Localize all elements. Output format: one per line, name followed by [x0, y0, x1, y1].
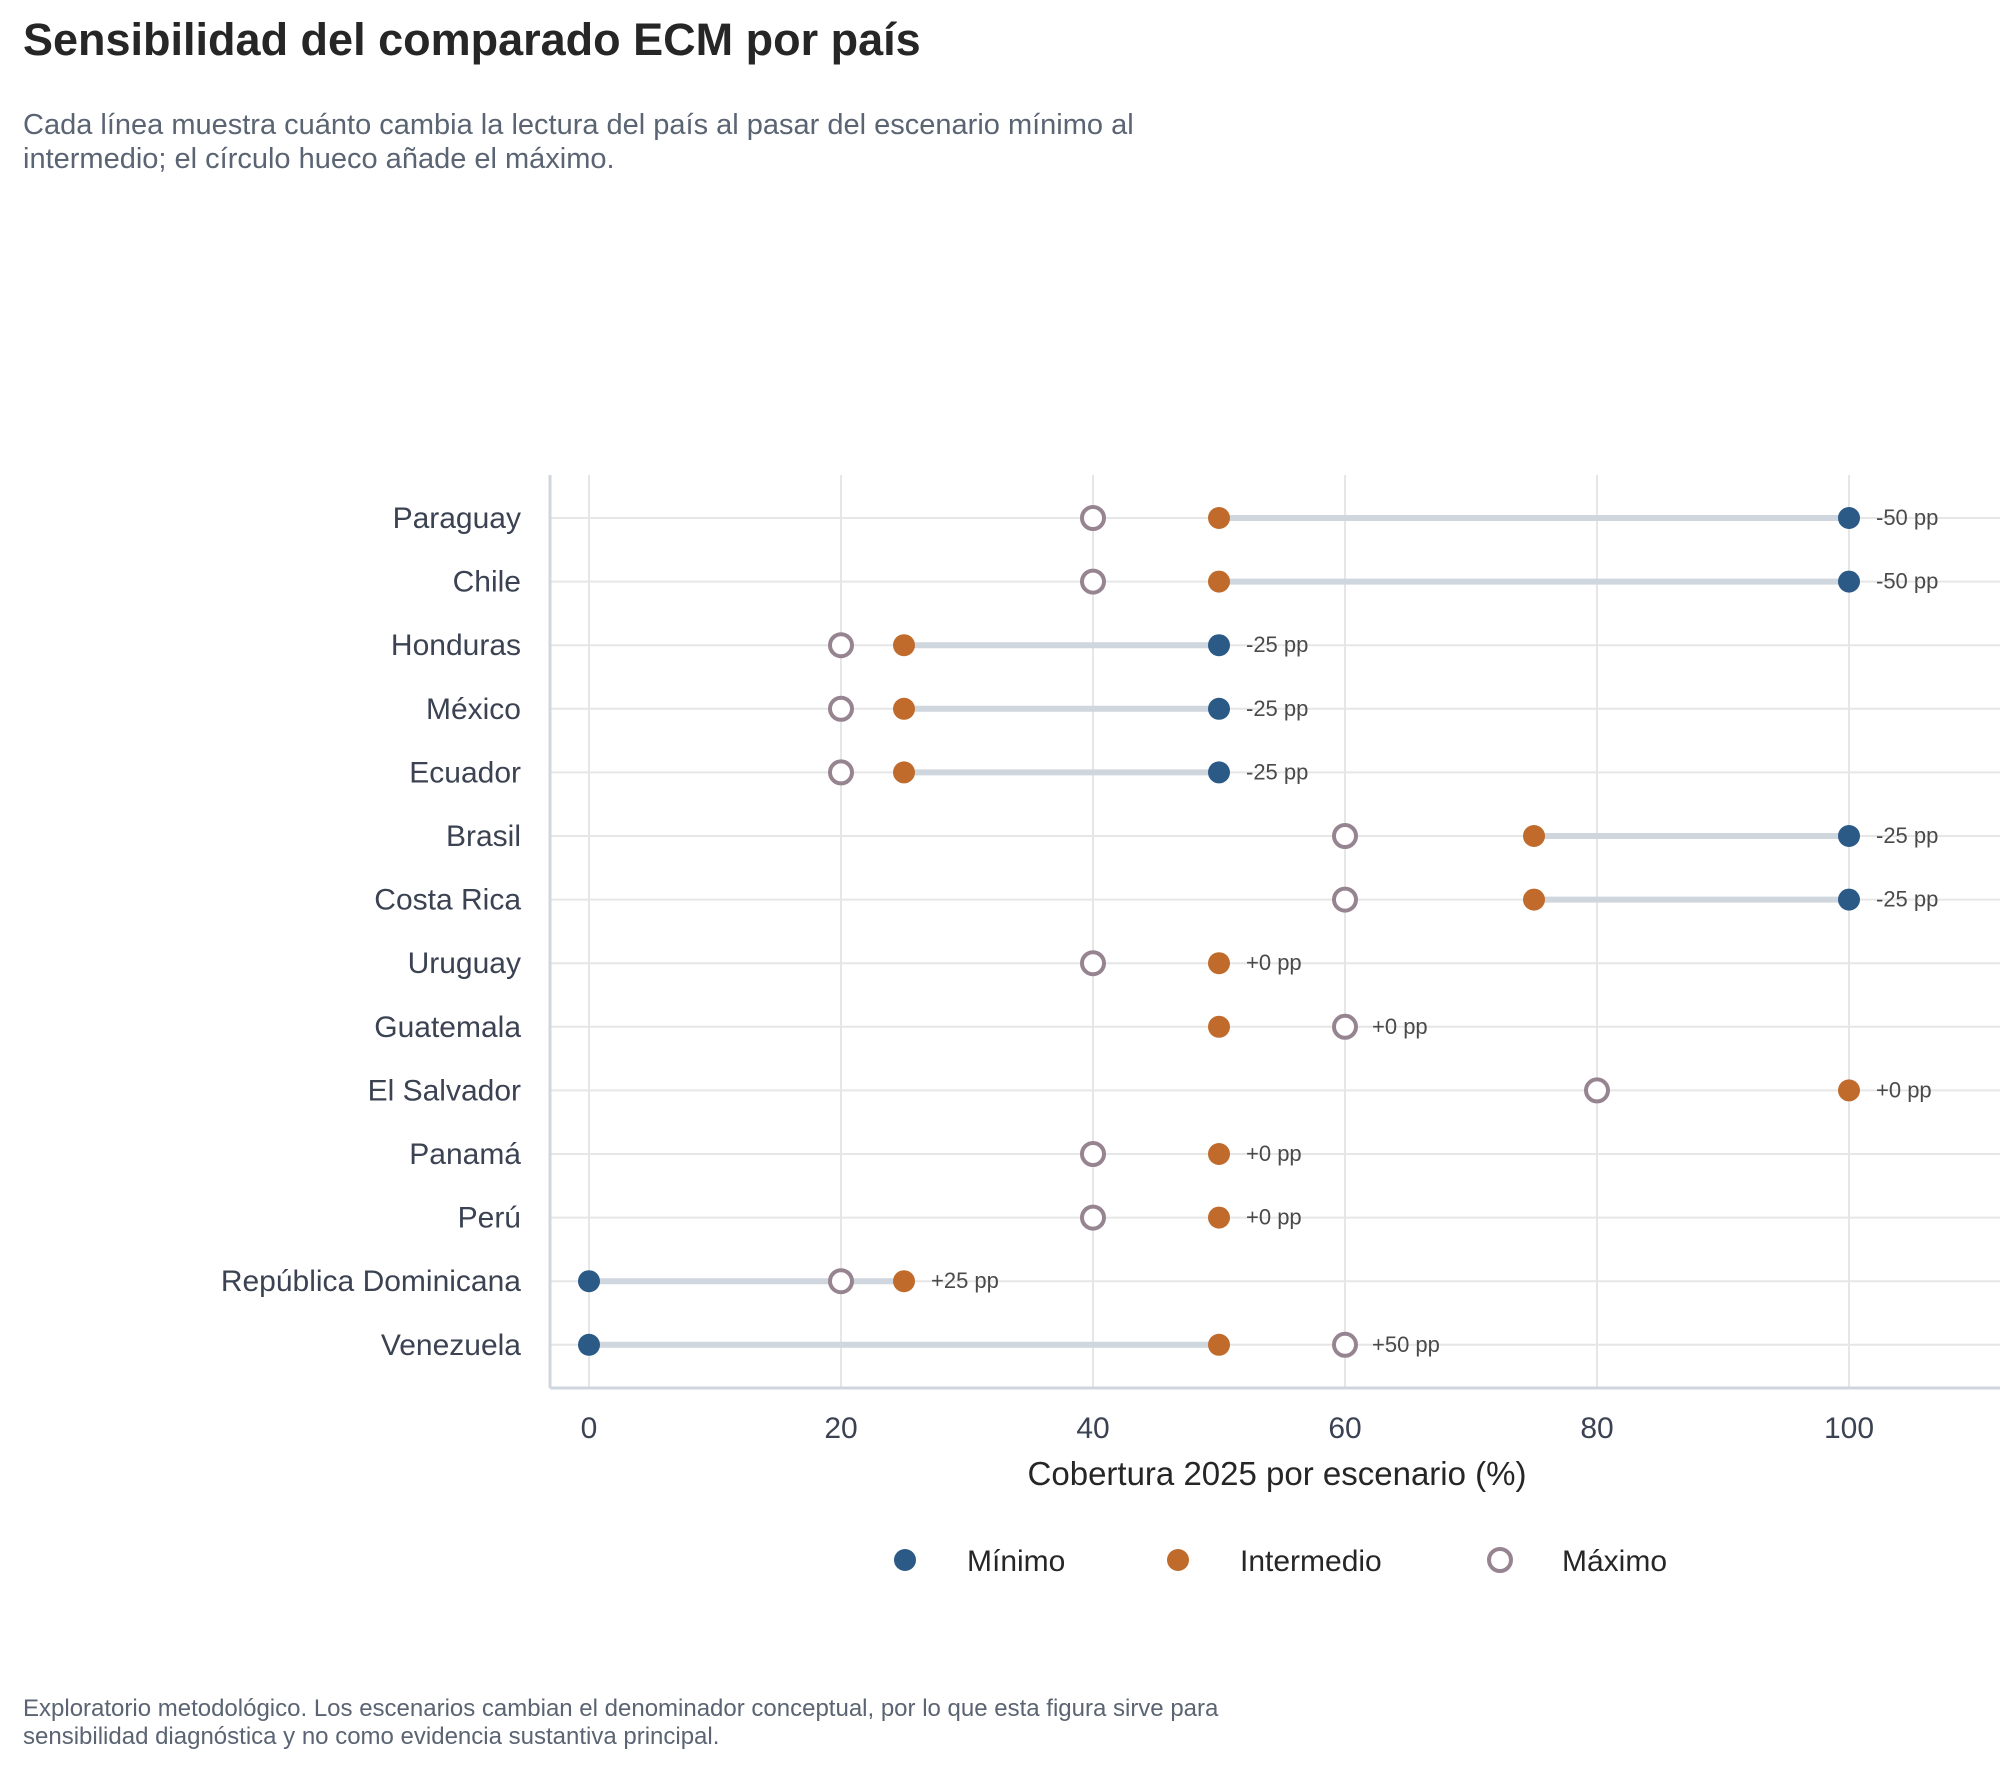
point-maximo	[1584, 1077, 1610, 1104]
y-tick-label: Brasil	[446, 820, 521, 853]
point-intermedio	[1208, 1333, 1230, 1356]
y-tick-label: Venezuela	[381, 1329, 521, 1362]
point-maximo	[1332, 1013, 1358, 1040]
chart-title: Sensibilidad del comparado ECM por país	[23, 14, 921, 65]
marker-layer	[578, 505, 1860, 1358]
legend-marker-maximo	[1487, 1547, 1513, 1573]
legend-label-intermedio: Intermedio	[1240, 1545, 1382, 1578]
y-tick-label: El Salvador	[368, 1074, 521, 1107]
point-minimo	[578, 1333, 600, 1356]
legend-marker-intermedio	[1167, 1549, 1189, 1571]
point-minimo	[1838, 825, 1860, 847]
delta-label: +0 pp	[1876, 1077, 1932, 1102]
point-maximo	[828, 759, 854, 786]
delta-label: -25 pp	[1246, 696, 1308, 721]
x-tick-label: 40	[1076, 1412, 1109, 1445]
delta-label: -50 pp	[1876, 569, 1938, 594]
point-intermedio	[1523, 825, 1545, 847]
point-intermedio	[1208, 1206, 1230, 1229]
x-tick-label: 0	[581, 1412, 598, 1445]
y-tick-label: Perú	[458, 1202, 521, 1235]
x-tick-label: 80	[1580, 1412, 1613, 1445]
legend-label-minimo: Mínimo	[967, 1545, 1065, 1578]
point-maximo	[1080, 505, 1106, 531]
delta-label: +0 pp	[1246, 950, 1302, 975]
point-intermedio	[1208, 570, 1230, 593]
point-minimo	[578, 1270, 600, 1293]
point-maximo	[828, 1268, 854, 1295]
delta-label: -50 pp	[1876, 505, 1938, 530]
y-tick-label: Uruguay	[408, 947, 521, 980]
point-maximo	[1332, 823, 1358, 849]
point-intermedio	[1838, 1079, 1860, 1102]
point-minimo	[1838, 570, 1860, 593]
axis-layer: 0 20 40 60 80 100 Paraguay Chile Honduras México E…	[221, 475, 2000, 1445]
y-tick-label: Guatemala	[374, 1011, 521, 1044]
delta-label: +0 pp	[1246, 1205, 1302, 1230]
y-tick-label: Paraguay	[393, 502, 521, 535]
delta-label: -25 pp	[1246, 632, 1308, 657]
y-tick-label: Honduras	[391, 629, 521, 662]
y-tick-label: Panamá	[409, 1138, 521, 1171]
x-tick-label: 60	[1328, 1412, 1361, 1445]
point-intermedio	[1208, 952, 1230, 975]
y-tick-label: Chile	[453, 566, 521, 599]
point-maximo	[1080, 950, 1106, 977]
legend: Mínimo Intermedio Máximo	[894, 1545, 1667, 1578]
point-maximo	[1332, 1331, 1358, 1358]
y-tick-label: Costa Rica	[374, 884, 521, 917]
point-intermedio	[893, 1270, 915, 1293]
delta-label: +0 pp	[1246, 1141, 1302, 1166]
point-intermedio	[1523, 888, 1545, 911]
label-layer: -50 pp -50 pp -25 pp -25 pp -25 pp -25 pp -25 …	[931, 505, 1938, 1357]
legend-marker-minimo	[894, 1549, 916, 1571]
point-intermedio	[1208, 1143, 1230, 1165]
x-axis-label: Cobertura 2025 por escenario (%)	[1028, 1455, 1527, 1492]
chart-subtitle: Cada línea muestra cuánto cambia la lect…	[23, 109, 1134, 175]
point-intermedio	[893, 761, 915, 784]
delta-label: -25 pp	[1246, 759, 1308, 784]
y-tick-label: Ecuador	[409, 756, 521, 789]
delta-label: +0 pp	[1372, 1014, 1428, 1039]
y-tick-label: México	[426, 693, 521, 726]
point-minimo	[1208, 697, 1230, 720]
point-minimo	[1838, 507, 1860, 529]
delta-label: -25 pp	[1876, 823, 1938, 848]
point-intermedio	[893, 697, 915, 720]
legend-label-maximo: Máximo	[1562, 1545, 1667, 1578]
grid-layer	[550, 475, 2000, 1388]
point-maximo	[828, 632, 854, 659]
x-tick-label: 20	[824, 1412, 857, 1445]
point-maximo	[1080, 568, 1106, 595]
delta-label: -25 pp	[1876, 887, 1938, 912]
y-tick-label: República Dominicana	[221, 1265, 521, 1298]
point-maximo	[828, 695, 854, 722]
point-intermedio	[1208, 507, 1230, 529]
point-minimo	[1208, 634, 1230, 657]
point-maximo	[1332, 886, 1358, 913]
point-intermedio	[893, 634, 915, 657]
point-minimo	[1838, 888, 1860, 911]
point-maximo	[1080, 1204, 1106, 1231]
point-intermedio	[1208, 1015, 1230, 1038]
point-minimo	[1208, 761, 1230, 784]
chart-footnote: Exploratorio metodológico. Los escenario…	[23, 1695, 1219, 1750]
x-tick-label: 100	[1824, 1412, 1874, 1445]
point-maximo	[1080, 1141, 1106, 1167]
delta-label: +50 pp	[1372, 1332, 1440, 1357]
delta-label: +25 pp	[931, 1268, 999, 1293]
